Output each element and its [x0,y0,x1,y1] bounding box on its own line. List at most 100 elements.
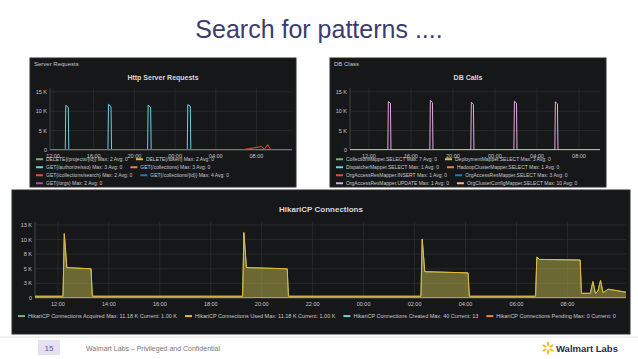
panel-background [30,58,296,187]
legend-label: GET{/authorize/sso} Max: 3 Avg: 0 [46,164,123,170]
legend-swatch [36,182,43,184]
spark-ray [549,348,554,352]
series-line [50,150,292,151]
y-axis-line [50,88,51,150]
x-axis-line [50,150,292,151]
footer: 15 Walmart Labs – Privileged and Confiden… [0,337,638,355]
x-grid-line [312,222,313,298]
y-grid-line [35,224,626,225]
series-line [350,150,600,151]
legend-label: DELETE{/projects/{id}} Max: 2 Avg: 0 [46,156,128,162]
legend-swatch [36,166,43,168]
page-number-box [38,340,60,355]
series-line [50,145,292,150]
x-axis-line [35,298,626,299]
panel-header: DB Class [334,61,359,67]
area-fill [35,233,626,298]
y-grid-line [350,150,600,151]
spark-ray [542,348,547,352]
spark-ray [542,344,547,348]
y-grid-line [35,298,626,299]
legend-swatch [18,315,25,317]
legend-label: DeploymentMapper.SELECT Max: 3 Avg: 0 [455,156,551,162]
x-grid-line [210,222,211,298]
series-line [50,104,292,150]
legend-label: OrgAccessResMapper.SELECT Max: 3 Avg: 0 [465,172,568,178]
footer-text: Walmart Labs – Privileged and Confidenti… [86,345,220,353]
series-line [350,150,600,151]
legend-swatch [457,182,464,184]
x-axis-line [350,150,600,151]
legend-label: HikariCP Connections Used Max: 11.18 K C… [195,313,336,319]
y-tick-label: 3 K [24,280,33,286]
y-tick-label: 10 K [36,108,48,114]
legend-swatch [185,315,192,317]
legend-label: HikariCP Connections Pending Max: 0 Curr… [496,313,615,319]
legend-label: GET{/collections} Max: 3 Avg: 0 [140,164,210,170]
chart-panel: DB ClassDB Calls05 K10 K15 K12:0016:0020… [330,58,606,187]
chart-panel: HikariCP Connections03 K5 K8 K10 K13 K12… [12,190,630,334]
x-tick-label: 14:00 [102,301,116,307]
legend: CollectionMapper.SELECT Max: 7 Avg: 0 Dep… [336,156,578,186]
x-grid-line [93,88,94,150]
y-tick-label: 0 [344,147,347,153]
x-tick-label: 04:00 [459,301,473,307]
legend-swatch [130,166,137,168]
legend-label: DELETE{/token} Max: 2 Avg: 0 [146,156,214,162]
y-grid-line [50,91,292,92]
x-tick-label: 18:00 [204,301,218,307]
legend-swatch [336,174,343,176]
series-line [350,150,600,151]
series-line [350,100,600,150]
legend-label: GET{/collections/search} Max: 2 Avg: 0 [46,172,133,178]
y-grid-line [50,150,292,151]
spark-ray [549,344,554,348]
y-tick-label: 5 K [24,266,33,272]
x-grid-line [536,88,537,150]
x-grid-line [410,88,411,150]
y-tick-label: 15 K [36,89,48,95]
x-grid-line [159,222,160,298]
legend-swatch [447,166,454,168]
legend-label: GET{/orgs} Max: 2 Avg: 0 [46,180,103,186]
x-grid-line [108,222,109,298]
series-line [350,150,600,151]
page-number: 15 [45,344,54,353]
legend-swatch [36,158,43,160]
y-tick-label: 10 K [21,237,33,243]
y-grid-line [50,130,292,131]
plot-marks [50,104,292,150]
legend-swatch [486,315,493,317]
x-grid-line [363,222,364,298]
y-grid-line [35,239,626,240]
y-grid-line [350,111,600,112]
area-fill [35,233,626,298]
x-tick-label: 02:00 [408,301,422,307]
y-tick-label: 15 K [336,89,348,95]
legend: HikariCP Connections Acquired Max: 11.18… [18,313,616,319]
y-tick-label: 5 K [39,128,48,134]
slide-title: Search for patterns .... [195,15,442,43]
x-tick-label: 16:00 [153,301,167,307]
x-grid-line [175,88,176,150]
legend-label: OrgAccessResMapper.UPDATE Max: 1 Avg: 0 [346,180,449,186]
chart-title: Http Server Requests [127,74,198,82]
x-tick-label: 00:00 [357,301,371,307]
series-line [350,150,600,151]
legend-label: CollectionMapper.SELECT Max: 7 Avg: 0 [346,156,437,162]
x-grid-line [414,222,415,298]
series-line [35,297,626,298]
legend-swatch [140,174,147,176]
series-line [35,298,626,299]
y-grid-line [35,254,626,255]
x-tick-label: 20:00 [255,301,269,307]
y-tick-label: 8 K [24,251,33,257]
spark-ray [547,350,549,355]
series-line [350,150,600,151]
series-line [50,150,292,151]
spark-ray [547,342,549,347]
chart-panel: Server RequestsHttp Server Requests05 K1… [30,58,296,187]
plot-marks [35,233,626,298]
series-line [35,233,626,297]
x-tick-label: 12:00 [51,301,65,307]
